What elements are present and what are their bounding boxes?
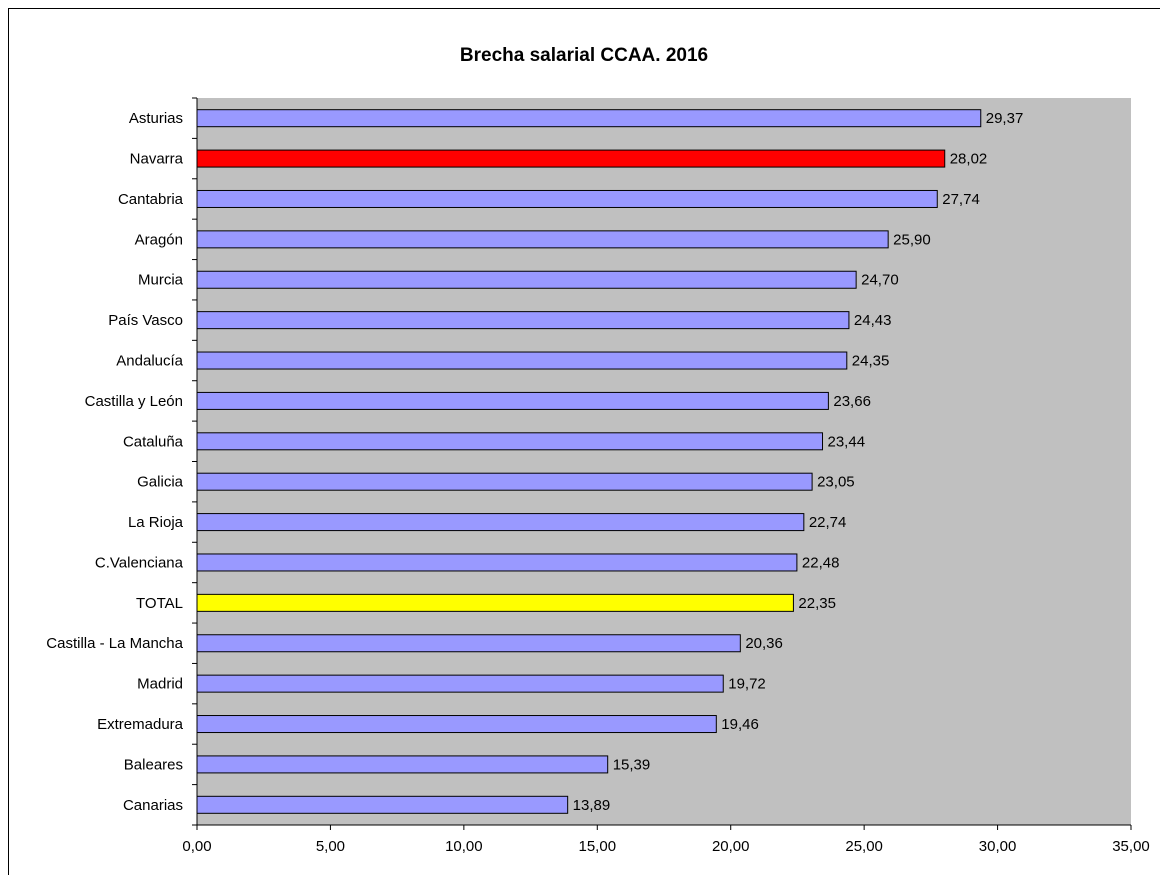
y-tick-label: C.Valenciana xyxy=(95,554,184,571)
x-tick-label: 5,00 xyxy=(316,838,345,855)
y-tick-label: País Vasco xyxy=(108,312,183,329)
bar xyxy=(196,311,850,330)
bar xyxy=(196,351,848,370)
value-label: 25,90 xyxy=(893,231,931,248)
bar xyxy=(196,432,824,451)
value-label: 22,35 xyxy=(798,595,836,612)
x-tick-label: 10,00 xyxy=(445,838,483,855)
bar xyxy=(196,634,741,653)
y-tick-label: Castilla y León xyxy=(85,393,183,410)
y-tick-label: Canarias xyxy=(123,797,183,814)
value-label: 19,46 xyxy=(721,716,759,733)
chart-title: Brecha salarial CCAA. 2016 xyxy=(460,45,708,66)
y-tick-label: Castilla - La Mancha xyxy=(46,635,183,652)
value-label: 24,35 xyxy=(852,352,890,369)
bar xyxy=(196,674,724,693)
bar xyxy=(196,795,569,814)
value-label: 24,70 xyxy=(861,272,899,289)
bar xyxy=(196,593,794,612)
bar xyxy=(196,391,829,410)
x-tick-label: 15,00 xyxy=(579,838,617,855)
bar xyxy=(196,189,938,208)
bar xyxy=(196,715,717,734)
value-label: 24,43 xyxy=(854,312,892,329)
value-label: 23,44 xyxy=(828,433,866,450)
x-tick-label: 25,00 xyxy=(845,838,883,855)
bar xyxy=(196,472,813,491)
x-tick-label: 0,00 xyxy=(182,838,211,855)
plot-area xyxy=(197,98,1131,825)
bar xyxy=(196,553,798,572)
y-tick-label: Cantabria xyxy=(118,191,184,208)
value-label: 23,05 xyxy=(817,474,855,491)
y-tick-label: Aragón xyxy=(135,231,183,248)
y-tick-label: Extremadura xyxy=(97,716,184,733)
bar xyxy=(196,149,946,168)
x-tick-label: 20,00 xyxy=(712,838,750,855)
x-tick-label: 35,00 xyxy=(1112,838,1150,855)
y-tick-label: TOTAL xyxy=(136,595,183,612)
value-label: 15,39 xyxy=(613,756,651,773)
bar xyxy=(196,230,889,249)
y-tick-label: Murcia xyxy=(138,272,184,289)
value-label: 19,72 xyxy=(728,676,766,693)
y-tick-label: Andalucía xyxy=(116,352,183,369)
value-label: 29,37 xyxy=(986,110,1024,127)
value-label: 28,02 xyxy=(950,151,988,168)
value-label: 27,74 xyxy=(942,191,980,208)
bar xyxy=(196,270,857,289)
value-label: 20,36 xyxy=(745,635,783,652)
y-tick-label: Galicia xyxy=(137,474,184,491)
value-label: 23,66 xyxy=(833,393,871,410)
y-tick-label: Asturias xyxy=(129,110,183,127)
value-label: 13,89 xyxy=(573,797,611,814)
bar xyxy=(196,513,805,532)
value-label: 22,74 xyxy=(809,514,847,531)
value-label: 22,48 xyxy=(802,554,840,571)
y-tick-label: Madrid xyxy=(137,676,183,693)
y-tick-label: Baleares xyxy=(124,756,183,773)
y-tick-label: Cataluña xyxy=(123,433,184,450)
y-tick-label: Navarra xyxy=(130,151,184,168)
bar xyxy=(196,109,982,128)
bar xyxy=(196,755,609,774)
x-tick-label: 30,00 xyxy=(979,838,1017,855)
y-tick-label: La Rioja xyxy=(128,514,184,531)
